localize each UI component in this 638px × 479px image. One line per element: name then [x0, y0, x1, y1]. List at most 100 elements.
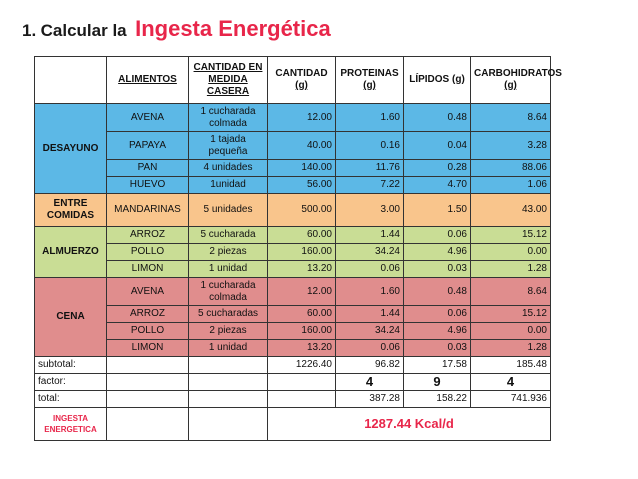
cell-measure: 2 piezas	[188, 243, 268, 261]
subtotal-row: subtotal: 1226.40 96.82 17.58 185.48	[34, 356, 551, 374]
cell-measure: 1 cucharada colmada	[188, 277, 268, 306]
cell-carbohidratos: 43.00	[470, 193, 551, 227]
cell-lipidos: 4.70	[403, 176, 471, 194]
cell-measure: 5 cucharada	[188, 226, 268, 244]
cell-food: HUEVO	[106, 176, 189, 194]
table-row: CENA AVENA 1 cucharada colmada 12.00 1.6…	[34, 277, 551, 357]
cell-lipidos: 0.03	[403, 260, 471, 278]
cell-carbohidratos: 8.64	[470, 277, 551, 306]
cell-food: MANDARINAS	[106, 193, 189, 227]
subtotal-proteinas: 96.82	[335, 356, 404, 374]
cell-food: POLLO	[106, 322, 189, 340]
cell-food: LIMON	[106, 260, 189, 278]
subtotal-cantidad: 1226.40	[267, 356, 336, 374]
cell-cantidad: 13.20	[267, 260, 336, 278]
cell-food: ARROZ	[106, 305, 189, 323]
cell-cantidad: 160.00	[267, 243, 336, 261]
total-row: total: 387.28 158.22 741.936	[34, 390, 551, 408]
table-row: DESAYUNO AVENA 1 cucharada colmada 12.00…	[34, 103, 551, 194]
cell-cantidad: 160.00	[267, 322, 336, 340]
cell-food: PAN	[106, 159, 189, 177]
cell-proteinas: 34.24	[335, 322, 404, 340]
cell-carbohidratos: 88.06	[470, 159, 551, 177]
cell-lipidos: 0.48	[403, 277, 471, 306]
table-row: POLLO 2 piezas 160.00 34.24 4.96 0.00	[34, 322, 551, 340]
cell-measure: 1 unidad	[188, 339, 268, 357]
ingesta-row: INGESTA ENERGETICA 1287.44 Kcal/d	[34, 407, 551, 441]
cell-lipidos: 0.04	[403, 131, 471, 160]
cell-proteinas: 0.06	[335, 339, 404, 357]
title-prefix: Calcular la	[40, 21, 127, 40]
cell-food: POLLO	[106, 243, 189, 261]
cell-measure: 1 cucharada colmada	[188, 103, 268, 132]
cell-cantidad: 12.00	[267, 277, 336, 306]
cell-carbohidratos: 15.12	[470, 226, 551, 244]
cell-proteinas: 7.22	[335, 176, 404, 194]
table-row: POLLO 2 piezas 160.00 34.24 4.96 0.00	[34, 243, 551, 261]
table-row: LIMON 1 unidad 13.20 0.06 0.03 1.28	[34, 339, 551, 357]
total-proteinas: 387.28	[335, 390, 404, 408]
factor-label: factor:	[34, 373, 107, 391]
cell-food: AVENA	[106, 103, 189, 132]
cell-lipidos: 0.06	[403, 226, 471, 244]
cell-proteinas: 0.16	[335, 131, 404, 160]
cell-measure: 1unidad	[188, 176, 268, 194]
table-row: HUEVO 1unidad 56.00 7.22 4.70 1.06	[34, 176, 551, 194]
cell-food: PAPAYA	[106, 131, 189, 160]
cell-proteinas: 34.24	[335, 243, 404, 261]
header-proteinas: PROTEINAS (g)	[335, 56, 404, 104]
cell-lipidos: 1.50	[403, 193, 471, 227]
subtotal-label: subtotal:	[34, 356, 107, 374]
title-highlight: Ingesta Energética	[135, 16, 331, 41]
header-cantidad-medida: CANTIDAD EN MEDIDA CASERA	[188, 56, 268, 104]
cell-cantidad: 56.00	[267, 176, 336, 194]
cell-carbohidratos: 15.12	[470, 305, 551, 323]
cell-lipidos: 4.96	[403, 322, 471, 340]
table-row: PAPAYA 1 tajada pequeña 40.00 0.16 0.04 …	[34, 131, 551, 160]
table-row: LIMON 1 unidad 13.20 0.06 0.03 1.28	[34, 260, 551, 278]
cell-proteinas: 11.76	[335, 159, 404, 177]
cell-lipidos: 0.28	[403, 159, 471, 177]
page-title: 1. Calcular la Ingesta Energética	[22, 16, 331, 42]
header-carbohidratos: CARBOHIDRATOS (g)	[470, 56, 562, 104]
ingesta-label: INGESTA ENERGETICA	[34, 407, 107, 441]
cell-cantidad: 140.00	[267, 159, 336, 177]
section-cena: CENA	[34, 277, 107, 357]
header-cantidad: CANTIDAD (g)	[267, 56, 336, 104]
cell-carbohidratos: 3.28	[470, 131, 551, 160]
cell-lipidos: 0.06	[403, 305, 471, 323]
cell-lipidos: 0.03	[403, 339, 471, 357]
cell-cantidad: 60.00	[267, 226, 336, 244]
cell-cantidad: 60.00	[267, 305, 336, 323]
cell-cantidad: 13.20	[267, 339, 336, 357]
table-row: PAN 4 unidades 140.00 11.76 0.28 88.06	[34, 159, 551, 177]
cell-cantidad: 40.00	[267, 131, 336, 160]
header-alimentos: ALIMENTOS	[106, 56, 189, 104]
cell-lipidos: 4.96	[403, 243, 471, 261]
cell-carbohidratos: 1.06	[470, 176, 551, 194]
factor-lipidos: 9	[403, 373, 471, 391]
cell-measure: 5 unidades	[188, 193, 268, 227]
title-number: 1.	[22, 21, 37, 40]
section-almuerzo: ALMUERZO	[34, 226, 107, 278]
factor-row: factor: 4 9 4	[34, 373, 551, 391]
cell-cantidad: 500.00	[267, 193, 336, 227]
cell-measure: 2 piezas	[188, 322, 268, 340]
header-meal-blank	[34, 56, 107, 104]
table-header-row: ALIMENTOS CANTIDAD EN MEDIDA CASERA CANT…	[34, 56, 562, 104]
cell-measure: 1 unidad	[188, 260, 268, 278]
energy-intake-table: ALIMENTOS CANTIDAD EN MEDIDA CASERA CANT…	[34, 56, 562, 441]
cell-food: ARROZ	[106, 226, 189, 244]
cell-measure: 1 tajada pequeña	[188, 131, 268, 160]
table-row: ENTRE COMIDAS MANDARINAS 5 unidades 500.…	[34, 193, 551, 227]
cell-carbohidratos: 1.28	[470, 339, 551, 357]
cell-cantidad: 12.00	[267, 103, 336, 132]
cell-food: AVENA	[106, 277, 189, 306]
section-entre-comidas: ENTRE COMIDAS	[34, 193, 107, 227]
ingesta-value: 1287.44 Kcal/d	[267, 407, 551, 441]
cell-carbohidratos: 1.28	[470, 260, 551, 278]
cell-proteinas: 3.00	[335, 193, 404, 227]
section-desayuno: DESAYUNO	[34, 103, 107, 194]
subtotal-lipidos: 17.58	[403, 356, 471, 374]
table-row: ALMUERZO ARROZ 5 cucharada 60.00 1.44 0.…	[34, 226, 551, 278]
